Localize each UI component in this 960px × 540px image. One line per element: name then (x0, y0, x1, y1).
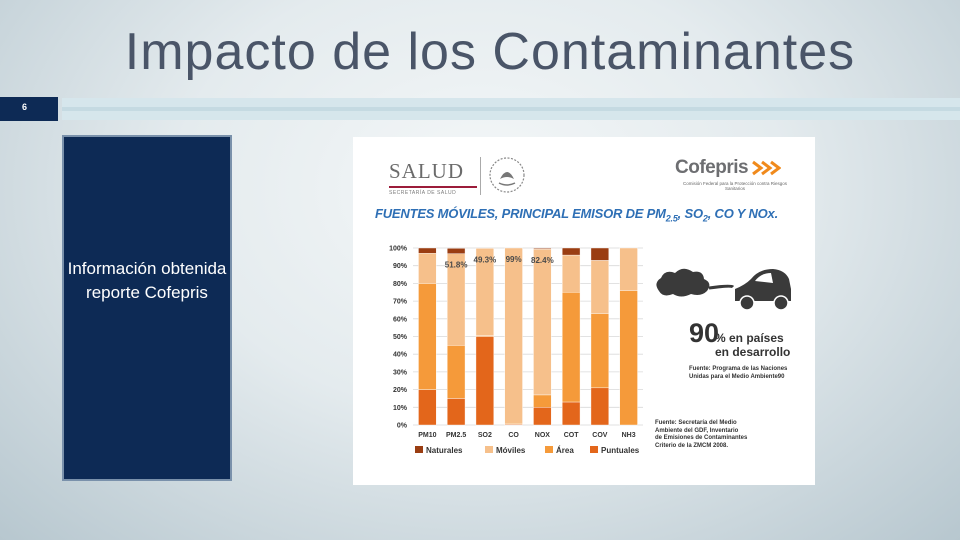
header-rule-line (62, 107, 960, 111)
data-label: 49.3% (474, 255, 497, 264)
legend-swatch (545, 446, 553, 453)
source-gdf: Fuente: Secretaría del Medio Ambiente de… (655, 420, 747, 450)
bar-segment (619, 247, 638, 291)
bar-segment (533, 407, 552, 426)
chart-headline-sub: 2.5 (665, 213, 678, 224)
y-tick-label: 20% (393, 387, 408, 394)
slide-number-box (0, 97, 58, 121)
y-tick-label: 40% (393, 352, 408, 359)
bar-segment (418, 389, 437, 426)
bar-segment (447, 248, 466, 254)
x-tick-label: PM2.5 (446, 432, 466, 439)
cofepris-arrows-icon (752, 160, 782, 176)
data-label: 99% (506, 255, 522, 264)
slide-title: Impacto de los Contaminantes (124, 23, 856, 81)
bar-segment (447, 398, 466, 426)
big-percentage-line2: en desarrollo (715, 345, 791, 359)
bar-segment (562, 254, 581, 293)
x-tick-label: NH3 (622, 432, 636, 439)
big-percentage: 90 (689, 318, 720, 348)
bar-segment (562, 401, 581, 426)
y-tick-label: 0% (397, 423, 408, 430)
data-label: 51.8% (445, 261, 468, 270)
chart-headline-part3: , CO Y NOx. (707, 206, 778, 221)
data-label: 82.4% (531, 256, 554, 265)
logo-divider (480, 157, 481, 195)
slide-number: 6 (22, 102, 28, 112)
salud-logo-subtitle: SECRETARÍA DE SALUD (389, 190, 457, 196)
legend-label: Naturales (426, 446, 463, 455)
chart-headline-part1: FUENTES MÓVILES, PRINCIPAL EMISOR DE PM (375, 206, 666, 221)
x-tick-label: NOX (535, 432, 551, 439)
bar-segment (475, 248, 494, 336)
y-tick-label: 90% (393, 263, 408, 270)
bar-segment (504, 247, 523, 424)
bar-segment (590, 260, 609, 314)
legend-swatch (590, 446, 598, 453)
y-tick-label: 10% (393, 405, 408, 412)
x-tick-label: COV (592, 432, 608, 439)
car-exhaust-icon (656, 268, 791, 311)
bar-segment (590, 313, 609, 389)
y-tick-label: 100% (389, 246, 408, 253)
legend-label: Móviles (496, 446, 526, 455)
chart-headline-part2: , SO (677, 206, 703, 221)
cofepris-logo-subtitle: Comisión Federal para la Protección cont… (682, 181, 788, 191)
source-gdf-line4: Criterio de la ZMCM 2008. (655, 442, 729, 449)
cofepris-logo-word: Cofepris (675, 157, 749, 178)
bar-segment (619, 290, 638, 426)
source-un-line1: Fuente: Programa de las Naciones (689, 366, 788, 372)
x-tick-label: CO (508, 432, 519, 439)
legend-label: Área (556, 446, 574, 455)
bar-segment (447, 345, 466, 399)
info-panel-text: Información obtenida reporte Cofepris (67, 259, 227, 302)
x-tick-label: COT (564, 432, 580, 439)
source-gdf-line1: Fuente: Secretaría del Medio (655, 420, 737, 426)
bar-segment (475, 336, 494, 426)
y-tick-label: 60% (393, 316, 408, 323)
legend-label: Puntuales (601, 446, 640, 455)
cofepris-logo: Cofepris Comisión Federal para la Protec… (675, 157, 795, 191)
bar-segment (590, 247, 609, 261)
y-tick-label: 30% (393, 369, 408, 376)
legend-swatch (485, 446, 493, 453)
bar-segment (562, 247, 581, 256)
stacked-bar-chart: 0% 10% 20% 30% 40% 50% 60% 70% 80% 90% 100% PM10 PM2… (389, 246, 643, 455)
chart-headline: FUENTES MÓVILES, PRINCIPAL EMISOR DE PM2… (375, 206, 815, 224)
y-tick-label: 80% (393, 281, 408, 288)
x-tick-label: SO2 (478, 432, 492, 439)
bar-segment (418, 253, 437, 284)
mexico-crest-icon (489, 157, 525, 193)
bar-segment (533, 247, 552, 250)
source-gdf-line3: de Emisiones de Contaminantes (655, 435, 748, 441)
bar-segment (533, 248, 552, 396)
big-percentage-text: % en países en desarrollo (715, 331, 790, 359)
chart-headline-sub2: 2 (702, 213, 708, 224)
source-un: Fuente: Programa de las Naciones Unidas … (689, 366, 787, 381)
bar-segment (533, 394, 552, 408)
big-percentage-line1: % en países (715, 331, 784, 345)
salud-logo: SALUD SECRETARÍA DE SALUD (389, 159, 477, 196)
salud-logo-word: SALUD (389, 159, 477, 188)
source-gdf-line2: Ambiente del GDF, Inventario (655, 427, 739, 434)
y-tick-label: 50% (393, 334, 408, 341)
bar-segment (590, 387, 609, 426)
legend-swatch (415, 446, 423, 453)
infographic-image: SALUD SECRETARÍA DE SALUD Cofepris Comis… (353, 137, 815, 485)
x-tick-label: PM10 (418, 432, 436, 439)
y-tick-label: 70% (393, 299, 408, 306)
bar-segment (562, 292, 581, 403)
bar-segment (418, 247, 437, 254)
bar-segment (418, 283, 437, 390)
source-un-line2: Unidas para el Medio Ambiente90 (689, 373, 785, 380)
info-panel: Información obtenida reporte Cofepris (62, 135, 232, 481)
